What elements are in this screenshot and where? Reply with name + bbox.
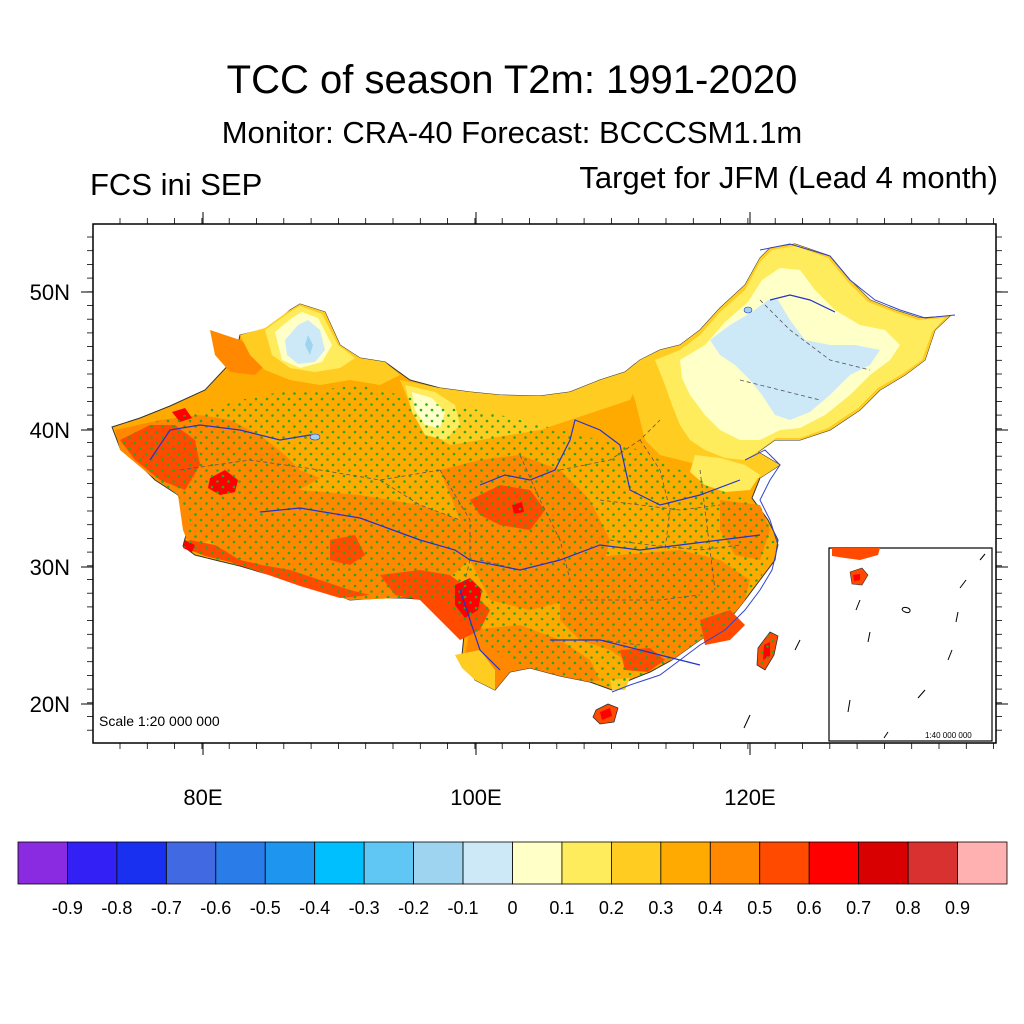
colorbar xyxy=(17,841,1008,885)
colorbar-swatch-7 xyxy=(363,841,414,885)
colorbar-label-7: -0.2 xyxy=(398,898,429,918)
colorbar-swatch-15 xyxy=(759,841,810,885)
lat-label-20n: 20N xyxy=(30,692,70,717)
colorbar-label-14: 0.5 xyxy=(747,898,772,918)
region-neg0.1 xyxy=(285,300,880,420)
initialization-label: FCS ini SEP xyxy=(90,167,263,202)
colorbar-swatch-16 xyxy=(808,841,860,885)
taiwan-hatch xyxy=(757,632,778,670)
colorbar-label-10: 0.1 xyxy=(549,898,574,918)
south-china-sea-inset: 1:40 000 000 xyxy=(828,547,993,742)
chart-subtitle: Monitor: CRA-40 Forecast: BCCCSM1.1m xyxy=(221,115,803,150)
colorbar-swatch-14 xyxy=(709,841,761,885)
colorbar-label-6: -0.3 xyxy=(349,898,380,918)
colorbar-label-4: -0.5 xyxy=(250,898,281,918)
chart-title: TCC of season T2m: 1991-2020 xyxy=(226,58,798,102)
colorbar-swatch-2 xyxy=(116,841,167,885)
lat-label-50n: 50N xyxy=(30,280,70,305)
colorbar-swatch-0 xyxy=(17,841,68,885)
minor-ticks xyxy=(87,218,1002,749)
colorbar-labels: -0.9 -0.8 -0.7 -0.6 -0.5 -0.4 -0.3 -0.2 -0.1 0 0.1… xyxy=(52,898,970,918)
northeast-border xyxy=(759,243,956,319)
colorbar-label-15: 0.6 xyxy=(797,898,822,918)
colorbar-label-16: 0.7 xyxy=(846,898,871,918)
colorbar-swatch-19 xyxy=(957,841,1008,885)
colorbar-swatch-10 xyxy=(512,841,563,885)
colorbar-label-12: 0.3 xyxy=(648,898,673,918)
colorbar-swatch-1 xyxy=(67,841,118,885)
colorbar-swatch-8 xyxy=(413,841,464,885)
colorbar-label-11: 0.2 xyxy=(599,898,624,918)
colorbar-swatch-18 xyxy=(907,841,958,885)
colorbar-swatch-9 xyxy=(462,841,513,885)
south-sea-islands xyxy=(743,639,801,729)
colorbar-swatch-4 xyxy=(215,841,266,885)
coastline xyxy=(611,449,781,693)
colorbar-label-0: -0.9 xyxy=(52,898,83,918)
lat-label-30n: 30N xyxy=(30,555,70,580)
lat-label-40n: 40N xyxy=(30,418,70,443)
colorbar-swatch-13 xyxy=(660,841,711,885)
colorbar-swatch-6 xyxy=(314,841,365,885)
province-borders xyxy=(179,299,871,646)
inset-scale-label: 1:40 000 000 xyxy=(925,731,972,740)
colorbar-swatch-17 xyxy=(858,841,909,885)
colorbar-label-3: -0.6 xyxy=(200,898,231,918)
lakes xyxy=(309,306,753,441)
colorbar-label-5: -0.4 xyxy=(299,898,330,918)
colorbar-label-2: -0.7 xyxy=(151,898,182,918)
colorbar-label-13: 0.4 xyxy=(698,898,723,918)
hainan-core xyxy=(600,708,612,720)
colorbar-swatch-12 xyxy=(611,841,662,885)
target-label: Target for JFM (Lead 4 month) xyxy=(579,160,998,195)
lon-label-120e: 120E xyxy=(724,785,775,810)
colorbar-swatch-5 xyxy=(264,841,316,885)
colorbar-label-8: -0.1 xyxy=(448,898,479,918)
colorbar-label-18: 0.9 xyxy=(945,898,970,918)
colorbar-label-1: -0.8 xyxy=(101,898,132,918)
region-neg0.2 xyxy=(305,335,313,355)
lon-label-100e: 100E xyxy=(450,785,501,810)
rivers xyxy=(149,294,836,671)
colorbar-swatch-3 xyxy=(165,841,217,885)
lon-label-80e: 80E xyxy=(183,785,222,810)
colorbar-label-17: 0.8 xyxy=(896,898,921,918)
map-scale-label: Scale 1:20 000 000 xyxy=(99,713,220,729)
significance-hatching xyxy=(120,385,775,690)
colorbar-label-9: 0 xyxy=(507,898,517,918)
colorbar-swatch-11 xyxy=(561,841,612,885)
china-map: Scale 1:20 000 000 1:40 000 000 xyxy=(99,243,993,742)
